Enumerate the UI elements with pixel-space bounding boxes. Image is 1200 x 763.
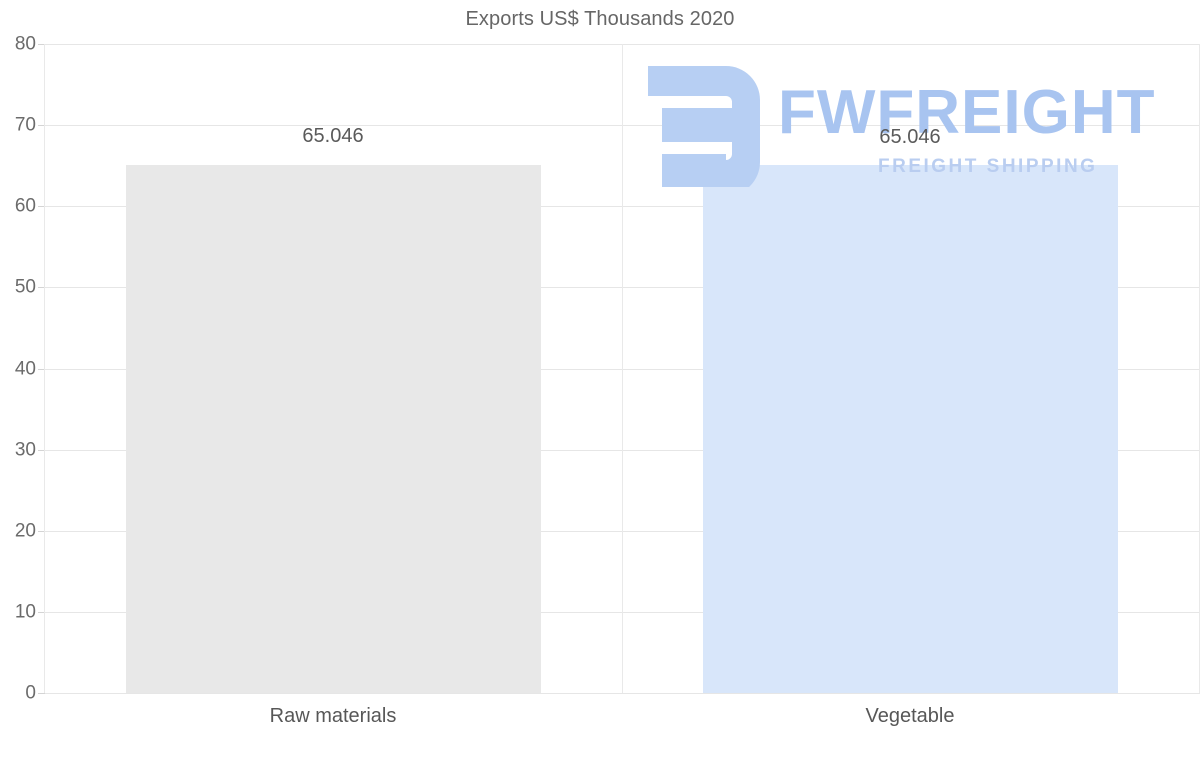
bar-vegetable[interactable] (703, 165, 1118, 693)
bar-raw-materials[interactable] (126, 165, 541, 693)
y-axis-tick-label: 0 (25, 682, 36, 704)
y-axis-tick-label: 70 (14, 114, 36, 136)
y-axis-tick-mark (38, 611, 45, 613)
y-axis-tick-mark (38, 206, 45, 208)
y-axis-tick-label: 10 (14, 601, 36, 623)
y-axis-tick-mark (38, 693, 45, 694)
y-axis-tick-label: 50 (14, 276, 36, 298)
y-axis-tick-mark (38, 368, 45, 370)
y-axis-tick-label: 20 (14, 520, 36, 542)
vertical-gridline (44, 44, 45, 693)
chart-title: Exports US$ Thousands 2020 (465, 8, 735, 30)
y-axis-tick-mark (38, 287, 45, 289)
x-axis-label-raw-materials: Raw materials (269, 705, 397, 727)
y-axis-tick-mark (38, 125, 45, 127)
y-axis-tick-label: 60 (14, 195, 36, 217)
vertical-gridline (622, 44, 623, 693)
y-axis-tick-mark (38, 530, 45, 532)
plot-area (44, 44, 1200, 693)
gridline (44, 693, 1200, 694)
y-axis-tick-label: 30 (14, 439, 36, 461)
y-axis-tick-mark (38, 44, 45, 45)
y-axis-tick-mark (38, 449, 45, 451)
bar-value-label-vegetable: 65.046 (879, 126, 941, 149)
y-axis-tick-label: 40 (14, 358, 36, 379)
bar-value-label-raw-materials: 65.046 (302, 125, 364, 148)
x-axis-label-vegetable: Vegetable (865, 705, 955, 727)
y-axis-tick-label: 80 (14, 33, 36, 55)
